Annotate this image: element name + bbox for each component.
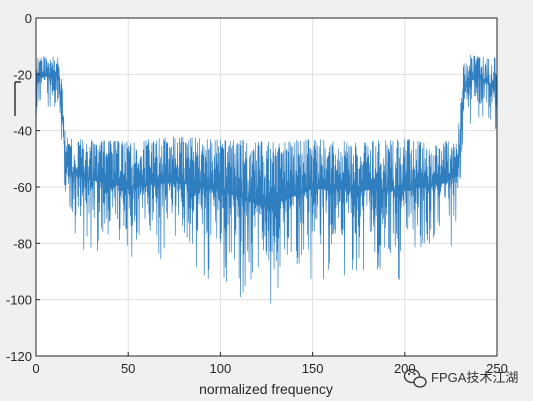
spectrum-series [35,54,498,304]
wechat-icon [403,368,427,388]
y-tick-label: -40 [13,124,32,139]
y-tick-label: -60 [13,180,32,195]
y-tick-label: -100 [6,293,32,308]
x-tick-label: 100 [210,361,232,376]
x-tick-label: 0 [32,361,39,376]
x-tick-label: 50 [121,361,135,376]
x-axis-ticks: 0 50 100 150 200 250 [32,352,508,376]
y-tick-label: -20 [13,67,32,82]
y-tick-label: -80 [13,236,32,251]
spectrum-line [35,54,498,304]
y-tick-label: 0 [25,11,32,26]
x-tick-label: 200 [394,361,416,376]
x-tick-label: 150 [302,361,324,376]
watermark: FPGA技术江湖 [403,368,518,388]
y-axis-ticks: 0 -20 -40 -60 -80 -100 -120 [6,11,40,364]
x-tick-label: 250 [486,361,508,376]
y-tick-label: -120 [6,349,32,364]
watermark-text: FPGA技术江湖 [431,370,518,385]
x-axis-label: normalized frequency [199,381,333,397]
